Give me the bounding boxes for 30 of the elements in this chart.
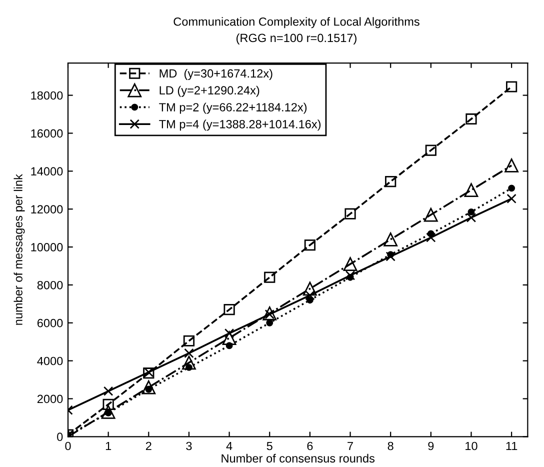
chart-title: Communication Complexity of Local Algorithms	[174, 17, 420, 28]
x-tick-label: 8	[388, 442, 394, 450]
x-tick-label: 1	[106, 442, 112, 450]
x-tick-label: 11	[506, 442, 518, 450]
y-tick-label: 0	[57, 432, 63, 442]
x-tick-label: 5	[266, 442, 272, 450]
x-tick-label: 7	[348, 442, 353, 450]
x-tick-label: 9	[428, 442, 434, 450]
chart-subtitle: (RGG n=100 r=0.1517)	[236, 33, 356, 44]
x-tick-label: 4	[226, 442, 232, 450]
legend-label: LD (y=2+1290.24x)	[160, 86, 260, 97]
y-tick-label: 16000	[31, 129, 63, 138]
y-tick-label: 14000	[31, 167, 63, 176]
y-tick-label: 18000	[31, 91, 63, 100]
y-tick-label: 4000	[37, 356, 63, 366]
legend-label: MD (y=30+1674.12x)	[160, 68, 272, 80]
y-tick-label: 2000	[37, 394, 63, 404]
y-tick-label: 8000	[37, 280, 63, 290]
y-axis-title: number of messages per link	[14, 174, 25, 325]
x-tick-label: 3	[186, 442, 192, 450]
y-tick-label: 6000	[37, 318, 63, 328]
y-tick-label: 12000	[31, 205, 63, 214]
x-axis-title: Number of consensus rounds	[222, 454, 375, 463]
y-tick-label: 10000	[31, 243, 63, 252]
legend-label: TM p=4 (y=1388.28+1014.16x)	[159, 120, 321, 131]
x-tick-label: 10	[466, 442, 478, 450]
legend-label: TM p=2 (y=66.22+1184.12x)	[159, 102, 307, 114]
x-tick-label: 2	[146, 442, 152, 450]
x-tick-label: 6	[307, 442, 313, 450]
x-tick-label: 0	[65, 442, 71, 450]
